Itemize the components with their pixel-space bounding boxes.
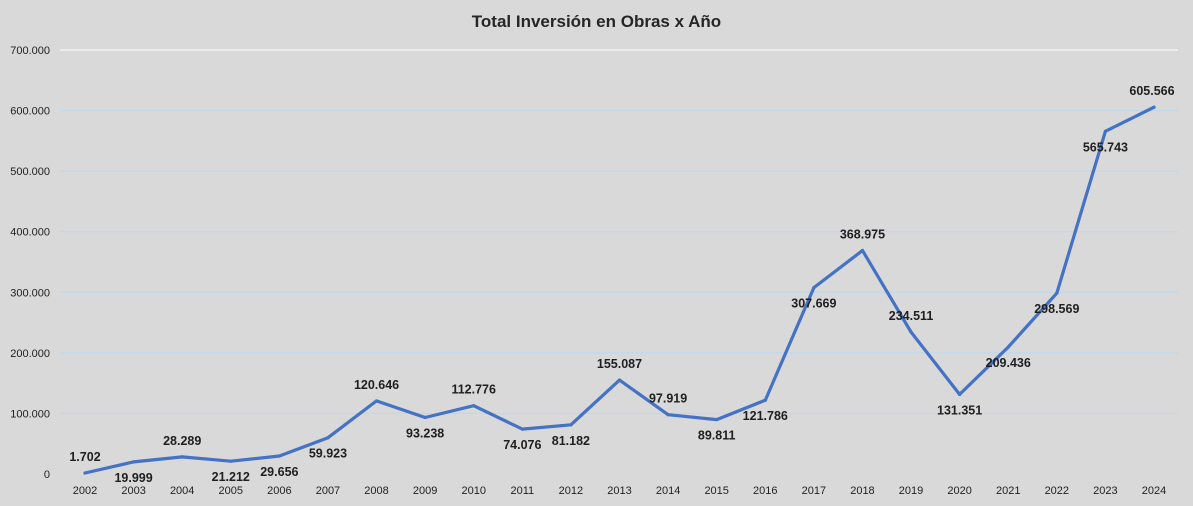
data-point: [958, 392, 962, 397]
y-tick-label: 100.000: [10, 408, 50, 420]
x-tick-label: 2006: [267, 485, 291, 497]
data-label: 368.975: [840, 228, 885, 242]
data-point: [83, 471, 87, 475]
y-tick-label: 0: [44, 469, 50, 481]
data-point: [180, 455, 184, 459]
data-label: 93.238: [406, 427, 444, 441]
data-point: [326, 436, 330, 440]
x-tick-label: 2017: [802, 485, 826, 497]
data-point: [909, 330, 913, 334]
x-tick-label: 2023: [1093, 485, 1117, 497]
y-tick-label: 200.000: [10, 348, 50, 360]
data-point: [860, 248, 865, 253]
data-label: 21.212: [212, 470, 250, 484]
data-label: 29.656: [260, 465, 298, 479]
data-point: [131, 460, 136, 464]
data-label: 121.786: [743, 409, 788, 423]
y-tick-label: 400.000: [10, 227, 50, 239]
data-label: 131.351: [937, 403, 982, 417]
data-point: [666, 413, 670, 417]
x-tick-label: 2021: [996, 485, 1020, 497]
data-point: [1103, 129, 1108, 133]
data-point: [617, 378, 622, 382]
data-point: [423, 415, 427, 420]
data-label: 19.999: [114, 471, 152, 485]
data-label: 59.923: [309, 447, 347, 461]
x-tick-label: 2013: [607, 485, 631, 497]
data-label: 155.087: [597, 357, 642, 371]
data-label: 81.182: [552, 434, 590, 448]
x-tick-label: 2015: [704, 485, 728, 497]
x-tick-label: 2009: [413, 485, 437, 497]
data-point: [812, 286, 816, 290]
data-label: 605.566: [1129, 84, 1174, 98]
data-label: 112.776: [451, 383, 496, 397]
x-tick-label: 2022: [1045, 485, 1069, 497]
y-tick-label: 700.000: [10, 45, 50, 57]
data-label: 1.702: [69, 450, 100, 464]
data-point: [569, 423, 573, 427]
x-tick-label: 2018: [850, 485, 874, 497]
data-label: 74.076: [503, 438, 541, 452]
data-point: [374, 399, 379, 403]
chart-title: Total Inversión en Obras x Año: [471, 12, 722, 31]
data-label: 89.811: [698, 429, 736, 443]
data-point: [1152, 105, 1156, 109]
data-label: 120.646: [354, 378, 399, 392]
x-tick-label: 2014: [656, 485, 680, 497]
data-point: [472, 404, 476, 408]
x-tick-label: 2008: [364, 485, 388, 497]
data-label: 565.743: [1083, 140, 1128, 154]
x-tick-label: 2005: [219, 485, 243, 497]
data-label: 307.669: [791, 297, 836, 311]
x-tick-label: 2012: [559, 485, 583, 497]
data-label: 209.436: [986, 356, 1031, 370]
data-label: 234.511: [889, 309, 934, 323]
data-point: [715, 418, 719, 422]
y-tick-label: 600.000: [10, 106, 50, 118]
x-tick-label: 2003: [121, 485, 145, 497]
data-point: [1006, 345, 1010, 349]
x-tick-label: 2020: [947, 485, 971, 497]
data-point: [520, 427, 524, 431]
series-line: [83, 105, 1156, 475]
x-tick-label: 2011: [510, 485, 534, 497]
y-tick-label: 300.000: [10, 287, 50, 299]
x-tick-label: 2016: [753, 485, 777, 497]
data-point: [277, 454, 281, 458]
x-tick-label: 2010: [461, 485, 485, 497]
data-label: 28.289: [163, 434, 201, 448]
y-tick-label: 500.000: [10, 166, 50, 178]
data-point: [229, 459, 233, 463]
data-point: [1055, 291, 1059, 295]
x-tick-label: 2007: [316, 485, 340, 497]
x-tick-label: 2004: [170, 485, 194, 497]
x-tick-label: 2019: [899, 485, 923, 497]
data-label: 97.919: [649, 392, 687, 406]
data-point: [763, 398, 767, 402]
data-label: 298.569: [1034, 302, 1079, 316]
x-tick-label: 2002: [73, 485, 97, 497]
x-tick-label: 2024: [1142, 485, 1166, 497]
